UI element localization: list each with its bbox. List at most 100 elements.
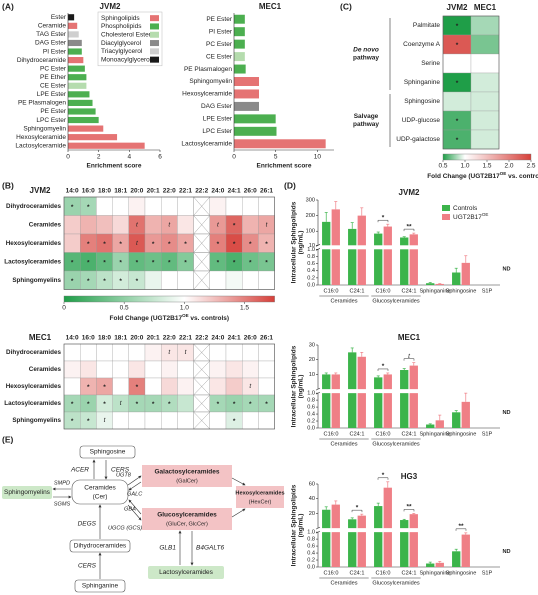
cell-annotation: * [103,241,106,248]
label-part: OE [482,212,489,217]
cross [193,215,210,235]
significance-bracket [351,509,363,513]
group-label: pathway [353,55,379,62]
bar [426,424,435,428]
legend-label: Phospholipids [101,23,142,30]
y-tick-label: 0.0 [307,425,315,431]
heat-cell [112,377,129,396]
heat-cell [225,343,243,362]
heat-cell [470,91,500,112]
cell-annotation: t [168,349,171,356]
heat-cell [209,377,227,396]
column-label: 26:0 [244,335,257,342]
significance-bracket [377,368,389,371]
colorbar [442,153,532,161]
bar [234,89,259,99]
bar [68,134,118,141]
bar-upper [357,515,366,529]
heat-cell [63,233,81,253]
heat-cell [177,411,194,430]
y-tick-label: PE Ester [206,16,232,23]
bar [357,532,366,567]
y-tick-label: 60 [309,481,315,487]
legend-label: Sphingolipids [101,15,140,22]
column-label: 24:0 [211,188,224,195]
label-part: OE [182,313,189,318]
heat-cell [470,34,500,55]
group-label: Ceramides [330,441,357,447]
row-label: Serine [421,60,440,67]
column-label: 18:1 [114,188,127,195]
colorbar-tick-label: 2.0 [504,163,513,170]
row-label: Lactosylceramides [4,400,61,407]
legend-swatch [150,48,159,55]
heat-cell [258,411,275,430]
chart-title: MEC1 [398,333,421,342]
cell-annotation: * [87,204,90,211]
column-label: 22:2 [195,188,208,195]
bar [331,249,340,285]
y-tick-label: 0.8 [307,537,315,543]
legend-swatch [150,15,159,22]
chart-title: JVM2 [100,2,121,11]
x-tick-label: C16:0 [324,288,339,294]
nd-label: ND [502,266,510,272]
significance-label: ** [406,504,412,511]
node-box [2,486,52,499]
heat-cell [177,196,194,216]
heat-cell [161,377,178,396]
bar [68,65,85,72]
x-tick-label: C24:1 [350,570,365,576]
bar [348,393,357,428]
group-label: Glucosylceramides [372,441,419,447]
node-label: Sphingosine [90,449,126,456]
y-tick-label: Sphingomyelin [23,125,66,132]
bar-upper [409,234,418,246]
enzyme-label: CERS [78,563,97,570]
cell-annotation: * [456,80,459,87]
heat-cell [161,360,178,379]
row-label: Coenzyme A [403,41,441,48]
colorbar-tick-label: 2.5 [526,163,535,170]
bar [331,393,340,428]
cell-annotation: * [456,137,459,144]
bar-upper [400,237,409,246]
group-label: Salvage [354,113,379,120]
heat-cell [177,270,194,290]
enzyme-label: GLB1 [159,545,176,552]
y-tick-label: LPC Ester [36,117,66,124]
heat-cell [112,343,129,362]
cell-annotation: * [168,401,171,408]
bar-upper [331,209,340,246]
row-label: Hexosylceramides [6,240,62,247]
cell-annotation: * [119,259,122,266]
colorbar-tick-label: 0.5 [438,163,447,170]
heat-cell [258,270,275,290]
significance-label: ** [406,223,412,230]
node-sublabel: (HexCer) [249,499,272,505]
heat-cell [258,343,275,362]
x-tick-label: Sphinganine [419,431,450,437]
bar [68,91,90,98]
heat-cell [209,196,227,216]
enzyme-label: B4GALT6 [196,545,224,552]
group-label: Glucosylceramides [372,298,419,304]
column-label: 26:1 [260,188,273,195]
heat-cell [209,343,227,362]
y-tick-label: PE Plasmalogen [184,66,232,73]
cell-annotation: * [136,401,139,408]
cell-annotation: * [103,259,106,266]
x-tick-label: C24:1 [402,288,417,294]
heat-cell [96,215,113,235]
colorbar-label: Fold Change (UGT2B17OE vs. controls) [427,171,538,180]
row-label: Sphingomyelins [12,277,61,284]
legend-swatch [442,205,450,211]
legend-label: Monoacylglycerol [101,56,152,63]
nd-label: ND [502,549,510,555]
heat-cell [63,215,81,235]
y-tick-label: PC Ester [40,65,67,72]
bar-upper [357,356,366,390]
chart-title: JVM2 [399,188,420,197]
bar [452,551,461,567]
legend-label: Diacylglycerol [101,40,142,47]
